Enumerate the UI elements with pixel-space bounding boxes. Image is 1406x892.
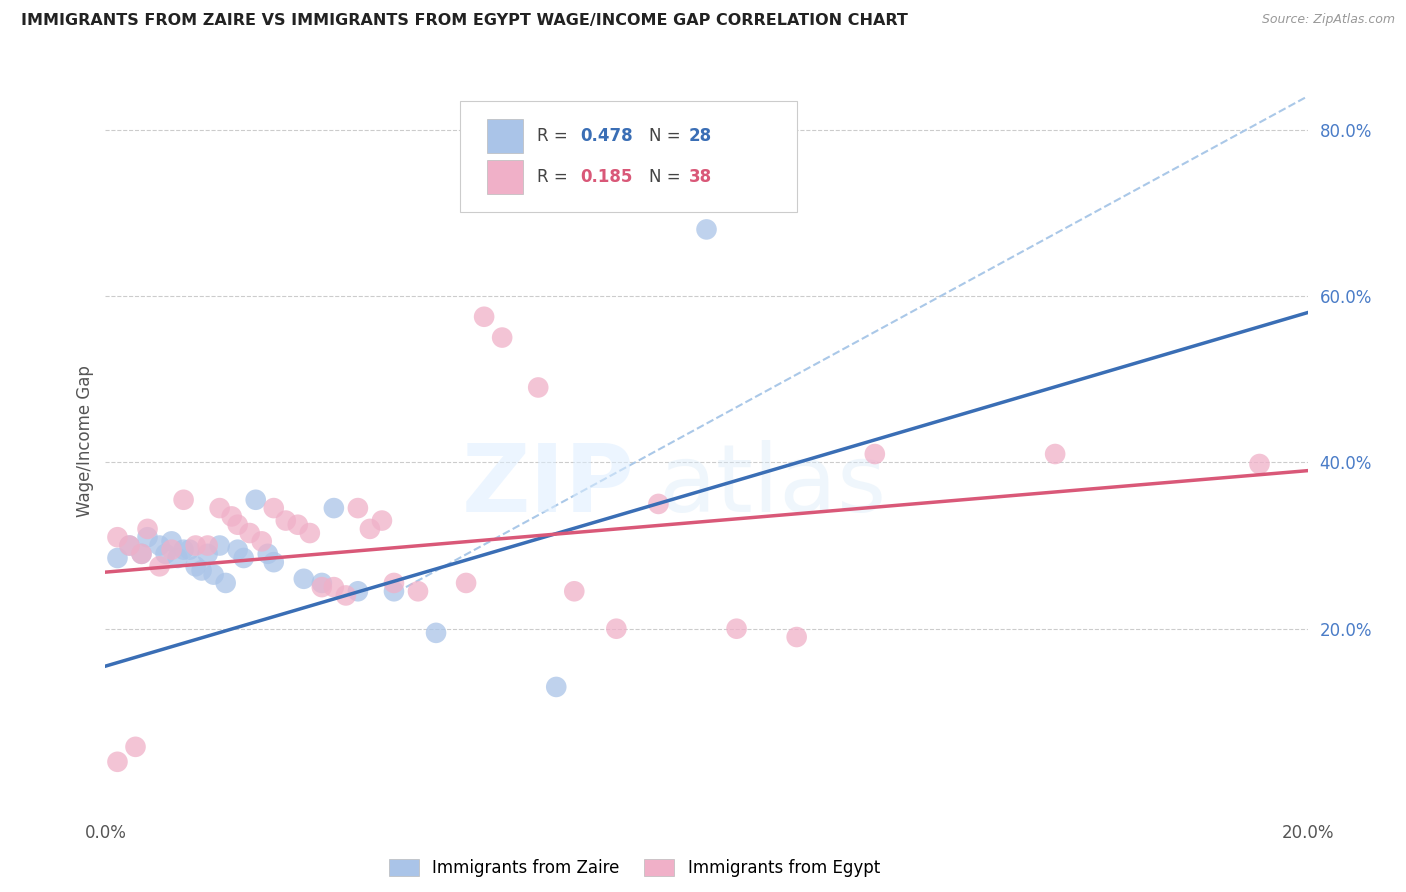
Point: [107, 551, 129, 566]
Point: [263, 555, 285, 569]
Bar: [486, 120, 523, 153]
Point: [298, 526, 321, 541]
Text: 38: 38: [689, 168, 711, 186]
Point: [382, 576, 405, 591]
FancyBboxPatch shape: [460, 101, 797, 212]
Point: [287, 517, 309, 532]
Text: N =: N =: [648, 168, 681, 186]
Point: [197, 539, 219, 553]
Point: [454, 576, 477, 591]
Point: [786, 630, 808, 644]
Bar: [486, 161, 523, 194]
Point: [155, 547, 177, 561]
Point: [359, 522, 381, 536]
Point: [562, 584, 585, 599]
Point: [173, 542, 195, 557]
Point: [197, 547, 219, 561]
Point: [696, 222, 718, 236]
Point: [184, 559, 207, 574]
Point: [131, 547, 153, 561]
Point: [322, 580, 344, 594]
Point: [527, 380, 550, 394]
Text: Source: ZipAtlas.com: Source: ZipAtlas.com: [1261, 13, 1395, 27]
Point: [179, 542, 201, 557]
Point: [160, 542, 183, 557]
Point: [190, 564, 212, 578]
Point: [221, 509, 243, 524]
Point: [371, 514, 394, 528]
Point: [311, 580, 333, 594]
Text: R =: R =: [537, 128, 568, 145]
Point: [335, 589, 357, 603]
Point: [131, 547, 153, 561]
Legend: Immigrants from Zaire, Immigrants from Egypt: Immigrants from Zaire, Immigrants from E…: [388, 859, 880, 878]
Point: [214, 576, 236, 591]
Point: [725, 622, 748, 636]
Point: [256, 547, 278, 561]
Point: [124, 739, 146, 754]
Point: [406, 584, 429, 599]
Point: [226, 517, 249, 532]
Point: [274, 514, 297, 528]
Point: [245, 492, 267, 507]
Point: [239, 526, 262, 541]
Point: [1249, 457, 1271, 471]
Text: 0.185: 0.185: [581, 168, 633, 186]
Point: [160, 534, 183, 549]
Text: N =: N =: [648, 128, 681, 145]
Point: [166, 551, 188, 566]
Point: [311, 576, 333, 591]
Point: [546, 680, 568, 694]
Point: [250, 534, 273, 549]
Point: [292, 572, 315, 586]
Point: [173, 492, 195, 507]
Point: [136, 530, 159, 544]
Point: [605, 622, 627, 636]
Point: [647, 497, 669, 511]
Point: [148, 539, 170, 553]
Text: 0.478: 0.478: [581, 128, 633, 145]
Text: 28: 28: [689, 128, 711, 145]
Point: [208, 501, 231, 516]
Point: [1043, 447, 1066, 461]
Point: [148, 559, 170, 574]
Y-axis label: Wage/Income Gap: Wage/Income Gap: [76, 366, 94, 517]
Text: IMMIGRANTS FROM ZAIRE VS IMMIGRANTS FROM EGYPT WAGE/INCOME GAP CORRELATION CHART: IMMIGRANTS FROM ZAIRE VS IMMIGRANTS FROM…: [21, 13, 908, 29]
Point: [472, 310, 495, 324]
Text: atlas: atlas: [658, 440, 887, 532]
Point: [226, 542, 249, 557]
Point: [107, 530, 129, 544]
Point: [347, 584, 370, 599]
Point: [263, 501, 285, 516]
Text: ZIP: ZIP: [461, 440, 634, 532]
Point: [118, 539, 141, 553]
Point: [491, 330, 513, 344]
Point: [184, 539, 207, 553]
Point: [118, 539, 141, 553]
Point: [232, 551, 254, 566]
Point: [322, 501, 344, 516]
Point: [136, 522, 159, 536]
Point: [863, 447, 886, 461]
Point: [208, 539, 231, 553]
Point: [202, 567, 225, 582]
Point: [107, 755, 129, 769]
Point: [347, 501, 370, 516]
Text: R =: R =: [537, 168, 568, 186]
Point: [425, 625, 447, 640]
Point: [382, 584, 405, 599]
